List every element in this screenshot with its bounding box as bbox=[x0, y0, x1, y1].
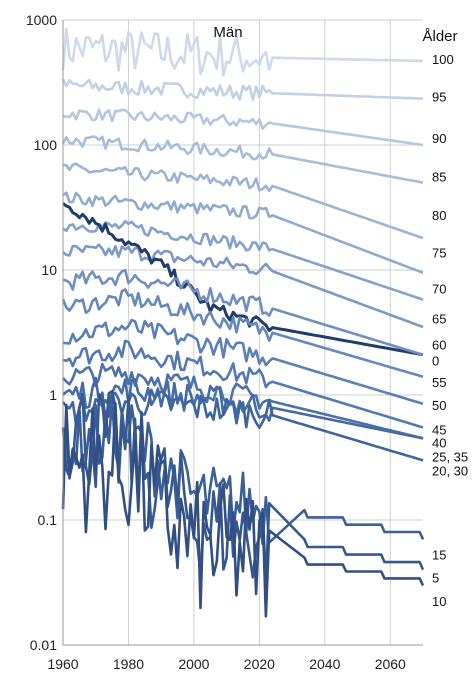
series-line-60 bbox=[62, 202, 424, 357]
series-label: 20, 30 bbox=[432, 463, 468, 478]
axes: 1960 1980 2000 2020 2040 2060 1000 100 10 1 0.1 0.0… bbox=[26, 12, 423, 672]
y-tick-label: 10 bbox=[41, 262, 57, 278]
series-line-50 bbox=[62, 318, 424, 406]
series-label: 0 bbox=[432, 354, 439, 369]
series-label: 10 bbox=[432, 594, 446, 609]
series-line-75 bbox=[62, 191, 424, 275]
y-tick-label: 1000 bbox=[26, 12, 57, 28]
series-label: 70 bbox=[432, 281, 446, 296]
series-line-10 bbox=[61, 402, 425, 618]
series-label: 40 bbox=[432, 435, 446, 450]
x-tick-label: 2000 bbox=[178, 656, 209, 672]
series-label: 65 bbox=[432, 312, 446, 327]
series-line-65 bbox=[62, 243, 424, 329]
series-label: 80 bbox=[432, 208, 446, 223]
y-tick-label: 0.01 bbox=[30, 637, 57, 653]
series-label: 50 bbox=[432, 398, 446, 413]
series-label: 45 bbox=[432, 422, 446, 437]
series-line-85 bbox=[61, 135, 424, 184]
series-line-40 bbox=[62, 362, 424, 440]
x-tick-label: 1980 bbox=[113, 656, 144, 672]
series-label: 95 bbox=[432, 89, 446, 104]
x-tick-label: 1960 bbox=[47, 656, 78, 672]
legend-title: Ålder bbox=[422, 28, 457, 45]
series-line-45 bbox=[62, 339, 424, 429]
series-label: 5 bbox=[432, 571, 439, 586]
x-tick-label: 2020 bbox=[244, 656, 275, 672]
series-label: 75 bbox=[432, 246, 446, 261]
y-tick-label: 0.1 bbox=[38, 512, 58, 528]
series-label: 55 bbox=[432, 375, 446, 390]
series-line-70 bbox=[62, 220, 424, 301]
series-line-55 bbox=[61, 288, 424, 378]
series-label: 25, 35 bbox=[432, 450, 468, 465]
series-label: 100 bbox=[432, 52, 454, 67]
x-tick-label: 2060 bbox=[375, 656, 406, 672]
y-tick-label: 1 bbox=[49, 387, 57, 403]
series-line-95 bbox=[61, 78, 424, 101]
y-tick-label: 100 bbox=[34, 137, 58, 153]
series-label: 90 bbox=[432, 131, 446, 146]
series-line-80 bbox=[62, 162, 424, 240]
x-tick-label: 2040 bbox=[309, 656, 340, 672]
series-label: 60 bbox=[432, 337, 446, 352]
series-line-0 bbox=[62, 268, 424, 356]
series-label: 85 bbox=[432, 169, 446, 184]
series-line-100 bbox=[61, 27, 424, 77]
series-line-5 bbox=[61, 389, 425, 584]
plot-area bbox=[61, 27, 425, 618]
series-line-90 bbox=[62, 108, 424, 147]
series-label: 15 bbox=[432, 547, 446, 562]
chart-title: Män bbox=[213, 24, 242, 41]
